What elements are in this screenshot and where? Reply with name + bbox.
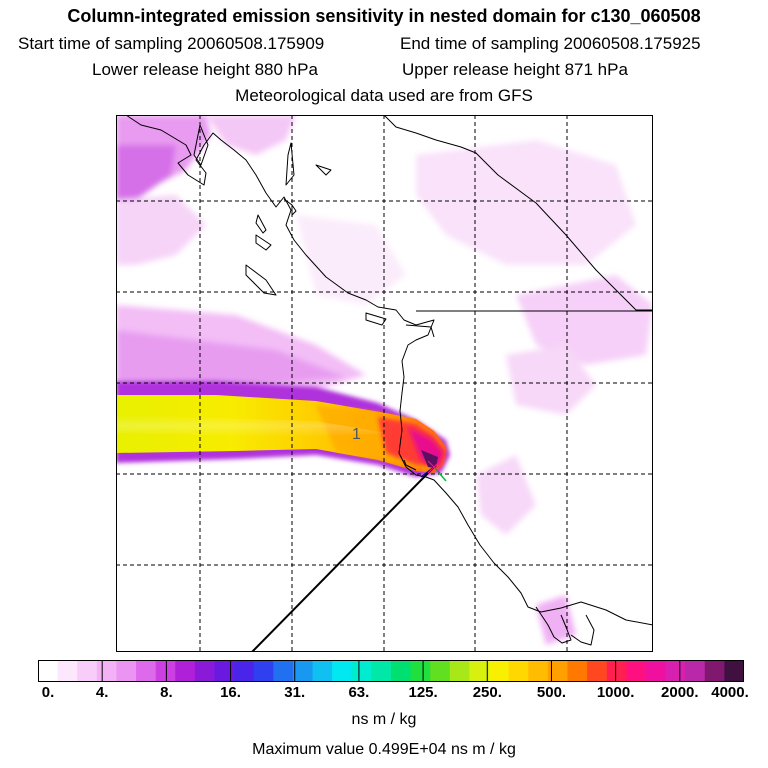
colorbar-tick-label: 250. xyxy=(472,684,502,701)
colorbar-swatch xyxy=(38,660,59,682)
max-value-label: Maximum value xyxy=(252,741,365,758)
colorbar-swatch xyxy=(292,660,314,682)
start-time-label: Start time of sampling xyxy=(18,34,183,53)
colorbar-swatch xyxy=(194,660,216,682)
colorbar-swatch xyxy=(273,660,294,682)
colorbar-swatch xyxy=(508,660,529,682)
colorbar-swatch xyxy=(645,660,667,682)
colorbar-tick-label: 16. xyxy=(220,684,241,701)
met-data-line: Meteorological data used are from GFS xyxy=(235,86,533,105)
release-point-marker xyxy=(427,460,441,474)
colorbar-swatch xyxy=(567,660,588,682)
maximum-value-line: Maximum value 0.499E+04 ns m / kg xyxy=(0,741,768,759)
upper-release-value: 871 hPa xyxy=(564,60,628,79)
colorbar-swatch xyxy=(704,660,725,682)
colorbar-tick-label: 500. xyxy=(536,684,567,701)
colorbar-swatch xyxy=(116,660,137,682)
colorbar-swatch xyxy=(410,660,431,682)
colorbar-swatch xyxy=(665,660,686,682)
colorbar-swatch xyxy=(214,660,235,682)
colorbar-swatch xyxy=(234,660,255,682)
max-value-units: ns m / kg xyxy=(450,741,516,758)
end-time-value: 20060508.175925 xyxy=(563,34,701,53)
lower-release-label: Lower release height xyxy=(92,60,250,79)
colorbar-swatch xyxy=(253,660,274,682)
colorbar-tick-label: 63. xyxy=(348,684,370,701)
colorbar-tick-label: 31. xyxy=(284,684,306,701)
colorbar-tick-label: 1000. xyxy=(596,684,635,701)
colorbar-swatch xyxy=(430,660,451,682)
lower-release-height: Lower release height 880 hPa xyxy=(92,60,318,80)
colorbar-swatch xyxy=(351,660,372,682)
upper-release-height: Upper release height 871 hPa xyxy=(402,60,628,80)
colorbar-swatch xyxy=(489,660,510,682)
colorbar-tick-label: 4. xyxy=(95,684,109,701)
colorbar-units: ns m / kg xyxy=(351,711,417,728)
end-time-label: End time of sampling xyxy=(400,34,559,53)
colorbar-swatch xyxy=(77,660,98,682)
colorbar-swatch xyxy=(469,660,490,682)
colorbar-swatch xyxy=(96,660,118,682)
start-time: Start time of sampling 20060508.175909 xyxy=(18,34,324,54)
colorbar-swatch xyxy=(724,660,744,682)
upper-release-label: Upper release height xyxy=(402,60,560,79)
colorbar-swatch xyxy=(587,660,608,682)
flight-track xyxy=(251,460,447,652)
colorbar-swatch xyxy=(528,660,549,682)
sensitivity-map: 1 xyxy=(116,115,653,652)
map-gridlines xyxy=(116,115,653,652)
background-sensitivity xyxy=(116,115,653,645)
colorbar-tick-label: 8. xyxy=(160,684,173,701)
colorbar xyxy=(38,660,744,682)
colorbar-swatch xyxy=(57,660,78,682)
colorbar-swatch xyxy=(155,660,176,682)
end-time: End time of sampling 20060508.175925 xyxy=(400,34,701,54)
colorbar-swatch xyxy=(547,660,569,682)
colorbar-swatch xyxy=(449,660,471,682)
max-value: 0.499E+04 xyxy=(368,741,447,758)
coastlines xyxy=(125,115,653,646)
map-frame xyxy=(116,115,653,652)
colorbar-swatch xyxy=(606,660,627,682)
colorbar-swatch xyxy=(371,660,392,682)
plume-cluster-label: 1 xyxy=(352,426,361,443)
colorbar-tick-label: 0. xyxy=(41,684,55,701)
colorbar-tick-label: 4000. xyxy=(711,684,749,701)
colorbar-tick-label: 2000. xyxy=(661,684,699,701)
colorbar-swatch xyxy=(136,660,157,682)
lower-release-value: 880 hPa xyxy=(254,60,318,79)
colorbar-swatch xyxy=(626,660,647,682)
colorbar-swatch xyxy=(391,660,412,682)
colorbar-swatch xyxy=(685,660,706,682)
colorbar-tick-label: 125. xyxy=(408,684,438,701)
colorbar-swatch xyxy=(175,660,196,682)
plot-title: Column-integrated emission sensitivity i… xyxy=(67,6,701,26)
start-time-value: 20060508.175909 xyxy=(187,34,325,53)
emission-plume xyxy=(116,381,450,477)
colorbar-swatch xyxy=(312,660,333,682)
colorbar-swatch xyxy=(332,660,353,682)
